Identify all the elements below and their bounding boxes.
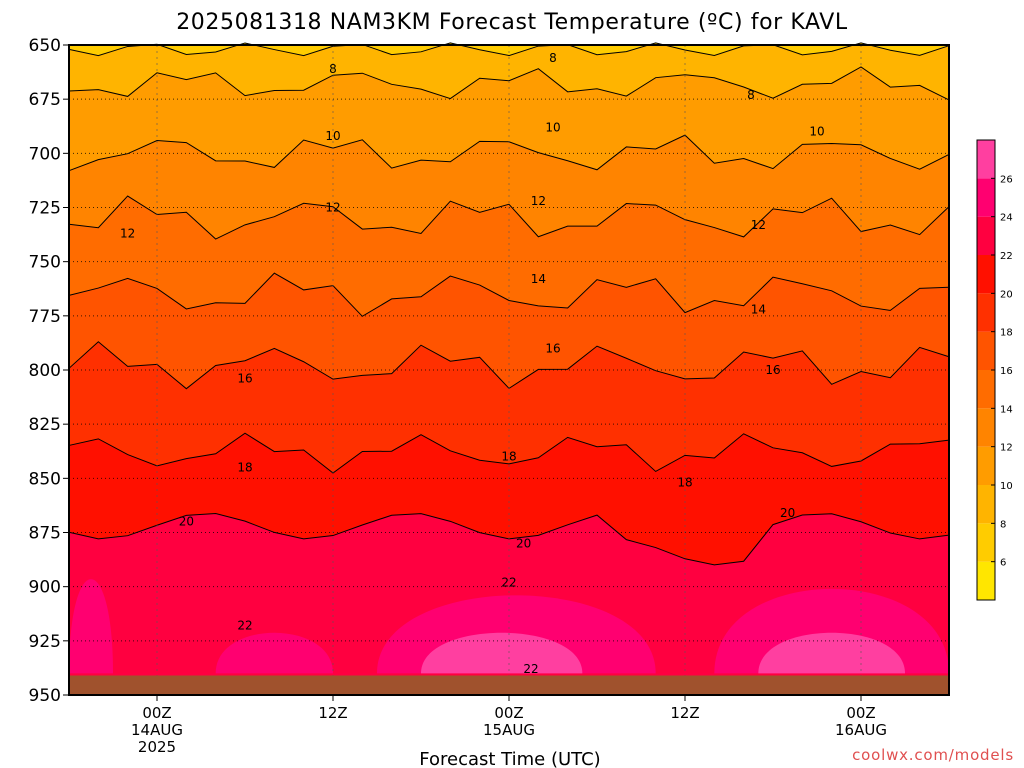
warm-pocket-22d xyxy=(69,579,113,674)
colorbar-segment xyxy=(977,408,995,447)
contour-label: 14 xyxy=(531,272,546,286)
contour-line xyxy=(68,42,950,57)
y-tick-label: 900 xyxy=(29,578,61,598)
contour-label: 8 xyxy=(549,51,557,65)
contour-line xyxy=(68,272,950,317)
colorbar-segment xyxy=(977,140,995,179)
ground-surface xyxy=(69,675,949,695)
warm-pocket-24b xyxy=(758,632,905,674)
contour-label: 10 xyxy=(809,125,824,139)
contour-label: 20 xyxy=(780,506,795,520)
y-tick-label: 850 xyxy=(29,469,61,489)
contour-label: 8 xyxy=(329,62,337,76)
colorbar-segment xyxy=(977,523,995,562)
contour-label: 12 xyxy=(120,227,135,241)
x-tick-label: 12Z xyxy=(670,704,699,722)
contour-label: 10 xyxy=(325,129,340,143)
x-tick-date: 15AUG xyxy=(483,721,535,739)
colorbar: 6 8 10 12 14 16 18 20 22 24 26 xyxy=(976,139,1013,601)
chart-title: 2025081318 NAM3KM Forecast Temperature (… xyxy=(176,10,848,35)
grid-lines xyxy=(69,45,949,695)
contour-label: 14 xyxy=(751,302,766,316)
contour-line xyxy=(68,66,950,101)
contour-label: 16 xyxy=(237,372,252,386)
colorbar-tick-label: 8 xyxy=(1000,519,1006,530)
contour-labels: 8 8 8 10 10 10 12 12 12 12 14 14 16 16 16 18 18 18 20 20 20 2… xyxy=(120,51,825,676)
contour-label: 22 xyxy=(501,575,516,589)
contour-label: 16 xyxy=(545,341,560,355)
contour-label: 18 xyxy=(237,461,252,475)
x-tick-label: 00Z xyxy=(846,704,875,722)
contour-label: 12 xyxy=(751,218,766,232)
colorbar-segment xyxy=(977,370,995,409)
y-tick-label: 725 xyxy=(29,199,61,219)
contour-label: 20 xyxy=(179,515,194,529)
contour-label: 18 xyxy=(501,450,516,464)
colorbar-tick-label: 12 xyxy=(1000,443,1013,454)
y-tick-label: 775 xyxy=(29,307,61,327)
colorbar-tick-label: 18 xyxy=(1000,328,1013,339)
colorbar-segment xyxy=(977,216,995,255)
warm-pocket-22c xyxy=(215,632,333,674)
contour-label: 16 xyxy=(765,363,780,377)
warm-pocket-24 xyxy=(421,632,583,674)
colorbar-tick-label: 26 xyxy=(1000,174,1013,185)
x-tick-date: 14AUG xyxy=(131,721,183,739)
contour-label: 8 xyxy=(747,88,755,102)
contour-line xyxy=(68,432,950,474)
colorbar-segment xyxy=(977,485,995,524)
x-axis-label: Forecast Time (UTC) xyxy=(419,749,600,768)
contour-label: 18 xyxy=(677,476,692,490)
contour-label: 12 xyxy=(531,194,546,208)
colorbar-segment xyxy=(977,331,995,370)
colorbar-tick-label: 6 xyxy=(1000,558,1006,569)
contour-lines xyxy=(68,42,950,566)
y-tick-label: 800 xyxy=(29,361,61,381)
colorbar-segment xyxy=(977,178,995,217)
credit-text: coolwx.com/models xyxy=(852,746,1014,764)
colorbar-tick-label: 14 xyxy=(1000,404,1013,415)
y-axis: 650 675 700 725 750 775 800 825 850 875 900 925 950 xyxy=(29,36,69,706)
contour-label: 22 xyxy=(523,662,538,676)
colorbar-segment xyxy=(977,293,995,332)
y-tick-label: 700 xyxy=(29,144,61,164)
colorbar-tick-label: 10 xyxy=(1000,481,1013,492)
temperature-fill xyxy=(69,42,949,696)
colorbar-tick-label: 24 xyxy=(1000,213,1013,224)
contour-line xyxy=(68,195,950,240)
x-tick-year: 2025 xyxy=(138,738,176,756)
x-tick-label: 12Z xyxy=(318,704,347,722)
colorbar-tick-label: 16 xyxy=(1000,366,1013,377)
y-tick-label: 650 xyxy=(29,36,61,56)
contour-label: 22 xyxy=(237,619,252,633)
x-tick-label: 00Z xyxy=(142,704,171,722)
y-tick-label: 750 xyxy=(29,253,61,273)
x-tick-label: 00Z xyxy=(494,704,523,722)
colorbar-segment xyxy=(977,446,995,485)
contour-label: 12 xyxy=(325,201,340,215)
y-tick-label: 950 xyxy=(29,686,61,706)
y-tick-label: 875 xyxy=(29,524,61,544)
y-tick-label: 675 xyxy=(29,90,61,110)
colorbar-tick-label: 22 xyxy=(1000,251,1013,262)
y-tick-label: 925 xyxy=(29,632,61,652)
contour-label: 10 xyxy=(545,120,560,134)
colorbar-segment xyxy=(977,255,995,294)
x-tick-date: 16AUG xyxy=(835,721,887,739)
colorbar-tick-label: 20 xyxy=(1000,289,1013,300)
y-tick-label: 825 xyxy=(29,415,61,435)
contour-label: 20 xyxy=(516,536,531,550)
colorbar-segment xyxy=(977,561,995,600)
